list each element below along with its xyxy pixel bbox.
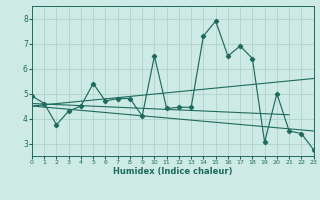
X-axis label: Humidex (Indice chaleur): Humidex (Indice chaleur): [113, 167, 233, 176]
